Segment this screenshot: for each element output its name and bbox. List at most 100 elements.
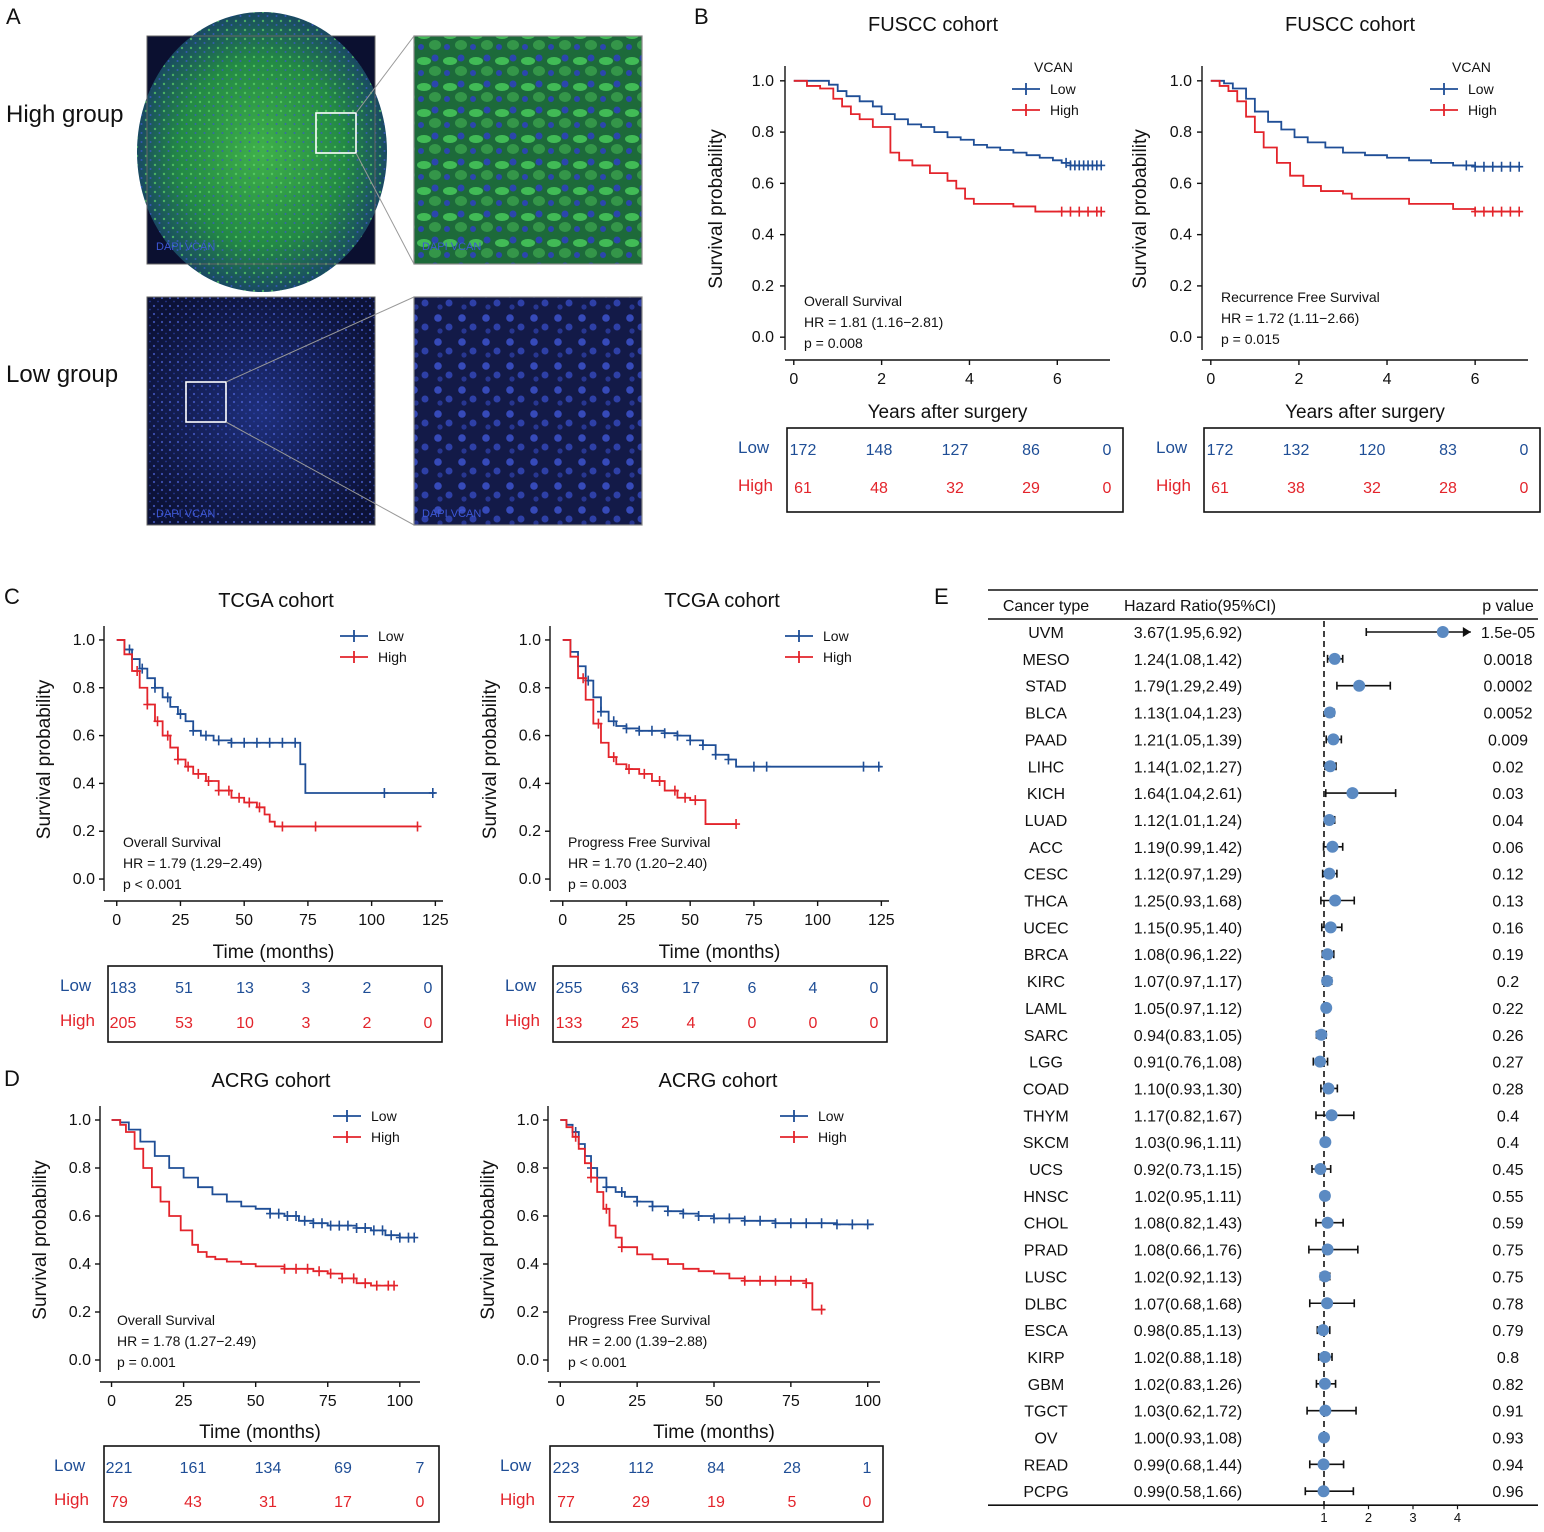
forest-cancer-type: SKCM <box>1023 1135 1069 1152</box>
risk-count-low: 0 <box>1103 442 1112 459</box>
forest-p-value: 0.8 <box>1497 1350 1519 1367</box>
survival-curve-high <box>1210 79 1520 213</box>
legend-swatch-low <box>1012 83 1040 95</box>
censor-mark-low <box>648 1201 657 1212</box>
legend-swatch-high <box>1430 104 1458 116</box>
forest-p-value: 0.16 <box>1492 920 1523 937</box>
low-overview-stain-label: DAPI VCAN <box>156 508 215 520</box>
forest-point-estimate <box>1318 1270 1331 1283</box>
forest-cancer-type: KIRP <box>1027 1350 1064 1367</box>
legend-label-high: High <box>823 649 852 665</box>
censor-mark-low <box>138 663 147 674</box>
x-tick-label: 0 <box>1206 371 1215 388</box>
censor-mark-high <box>1066 206 1075 217</box>
censor-mark-high <box>1471 206 1480 217</box>
censor-mark-low <box>596 706 605 717</box>
censor-mark-high <box>740 1275 749 1286</box>
censor-mark-low <box>859 761 868 772</box>
survival-curve-high <box>793 79 1102 213</box>
censor-mark-high <box>1488 206 1497 217</box>
legend-swatch-low <box>340 630 368 642</box>
censor-mark-high <box>691 795 700 806</box>
x-tick-label: 0 <box>112 912 121 929</box>
y-tick-label: 1.0 <box>752 73 774 90</box>
forest-point-estimate <box>1320 1001 1333 1014</box>
censor-mark-low <box>214 735 223 746</box>
censor-mark-low <box>710 1213 718 1224</box>
censor-mark-high <box>1075 206 1084 217</box>
y-tick-label: 0.2 <box>517 1304 539 1321</box>
x-tick-label: 75 <box>319 1393 337 1410</box>
forest-point-estimate <box>1314 1163 1327 1175</box>
censor-mark-high <box>278 821 287 832</box>
forest-cancer-type: SARC <box>1024 1028 1068 1045</box>
y-tick-label: 0.6 <box>1170 175 1192 192</box>
censor-mark-low <box>874 761 883 772</box>
y-tick-label: 0.0 <box>69 1352 91 1369</box>
risk-count-low: 7 <box>416 1460 425 1477</box>
censor-mark-low <box>673 730 682 741</box>
risk-count-high: 0 <box>416 1494 425 1511</box>
forest-x-tick-label: 4 <box>1454 1510 1461 1525</box>
x-tick-label: 125 <box>868 912 895 929</box>
legend-label-high: High <box>818 1129 847 1145</box>
risk-count-high: 205 <box>110 1015 137 1032</box>
censor-mark-high <box>349 1273 358 1284</box>
forest-cancer-type: KICH <box>1027 786 1065 803</box>
low-zoom-stain-label: DAPI VCAN <box>422 508 481 520</box>
x-tick-label: 50 <box>681 912 699 929</box>
forest-point-estimate <box>1318 1350 1331 1363</box>
forest-p-value: 0.79 <box>1492 1323 1523 1340</box>
censor-mark-low <box>335 1220 344 1231</box>
censor-mark-low <box>317 1218 326 1229</box>
censor-mark-high <box>579 673 588 684</box>
forest-p-value: 0.02 <box>1492 759 1523 776</box>
forest-cancer-type: LIHC <box>1028 759 1064 776</box>
x-tick-label: 50 <box>235 912 253 929</box>
forest-hr-text: 0.92(0.73,1.15) <box>1134 1162 1243 1179</box>
censor-mark-high <box>609 752 618 763</box>
risk-count-high: 53 <box>175 1015 193 1032</box>
forest-p-value: 0.82 <box>1492 1377 1523 1394</box>
censor-mark-high <box>1497 206 1506 217</box>
y-axis-label: Survival probability <box>480 679 501 839</box>
legend-swatch-high <box>785 651 813 663</box>
risk-row-label-low: Low <box>505 976 537 995</box>
censor-mark-high <box>361 1278 370 1289</box>
censor-mark-low <box>361 1223 370 1233</box>
forest-point-estimate <box>1328 652 1341 665</box>
stat-line: p = 0.003 <box>568 876 627 892</box>
censor-mark-low <box>698 740 707 751</box>
forest-ci-arrow <box>1462 627 1471 637</box>
stat-line: HR = 1.72 (1.11−2.66) <box>1221 310 1359 326</box>
forest-cancer-type: LUAD <box>1025 813 1068 830</box>
risk-count-high: 0 <box>748 1015 757 1032</box>
forest-cancer-type: UCEC <box>1023 920 1068 937</box>
forest-p-value: 0.93 <box>1492 1431 1523 1448</box>
risk-count-low: 112 <box>628 1460 654 1477</box>
censor-mark-low <box>227 737 236 748</box>
y-axis-label: Survival probability <box>30 1160 51 1320</box>
forest-cancer-type: LGG <box>1029 1055 1063 1072</box>
risk-count-low: 223 <box>553 1460 580 1477</box>
x-tick-label: 50 <box>705 1393 723 1410</box>
forest-p-value: 0.75 <box>1492 1269 1523 1286</box>
censor-mark-low <box>428 787 437 798</box>
y-tick-label: 0.4 <box>519 775 541 792</box>
risk-row-label-low: Low <box>500 1456 532 1475</box>
censor-mark-high <box>245 797 254 808</box>
censor-mark-high <box>587 1172 596 1183</box>
stat-line: HR = 1.79 (1.29−2.49) <box>123 855 262 871</box>
censor-mark-high <box>163 730 172 741</box>
forest-point-estimate <box>1319 1404 1332 1417</box>
forest-p-value: 0.0002 <box>1484 679 1533 696</box>
risk-count-low: 13 <box>236 980 254 997</box>
censor-mark-low <box>711 749 720 760</box>
risk-count-low: 0 <box>1520 442 1529 459</box>
risk-count-low: 86 <box>1022 442 1040 459</box>
risk-count-high: 31 <box>259 1494 277 1511</box>
forest-p-value: 0.75 <box>1492 1243 1523 1260</box>
y-tick-label: 0.8 <box>752 124 774 141</box>
legend-label-high: High <box>1468 102 1497 118</box>
censor-mark-high <box>235 792 244 803</box>
